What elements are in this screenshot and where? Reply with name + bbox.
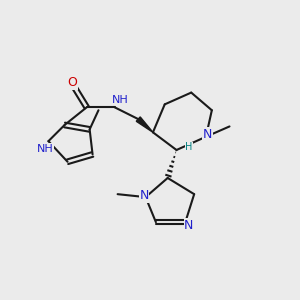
Text: N: N	[203, 128, 212, 141]
Polygon shape	[136, 117, 153, 132]
Text: NH: NH	[112, 95, 128, 105]
Text: N: N	[184, 219, 194, 232]
Text: H: H	[185, 142, 193, 152]
Text: N: N	[140, 189, 149, 202]
Text: NH: NH	[37, 143, 54, 154]
Text: O: O	[67, 76, 77, 89]
